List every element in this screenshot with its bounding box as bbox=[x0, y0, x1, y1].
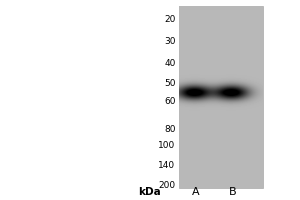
Text: 50: 50 bbox=[164, 78, 176, 88]
Text: A: A bbox=[192, 187, 200, 197]
Text: 60: 60 bbox=[164, 97, 176, 106]
Text: 140: 140 bbox=[158, 160, 176, 170]
Text: 30: 30 bbox=[164, 38, 176, 46]
Bar bbox=[178, 6, 262, 188]
Text: kDa: kDa bbox=[138, 187, 161, 197]
Text: 200: 200 bbox=[158, 180, 176, 190]
Text: 80: 80 bbox=[164, 124, 176, 134]
Text: 40: 40 bbox=[164, 60, 176, 68]
Text: B: B bbox=[229, 187, 236, 197]
Text: 20: 20 bbox=[164, 15, 176, 23]
Text: 100: 100 bbox=[158, 142, 176, 150]
